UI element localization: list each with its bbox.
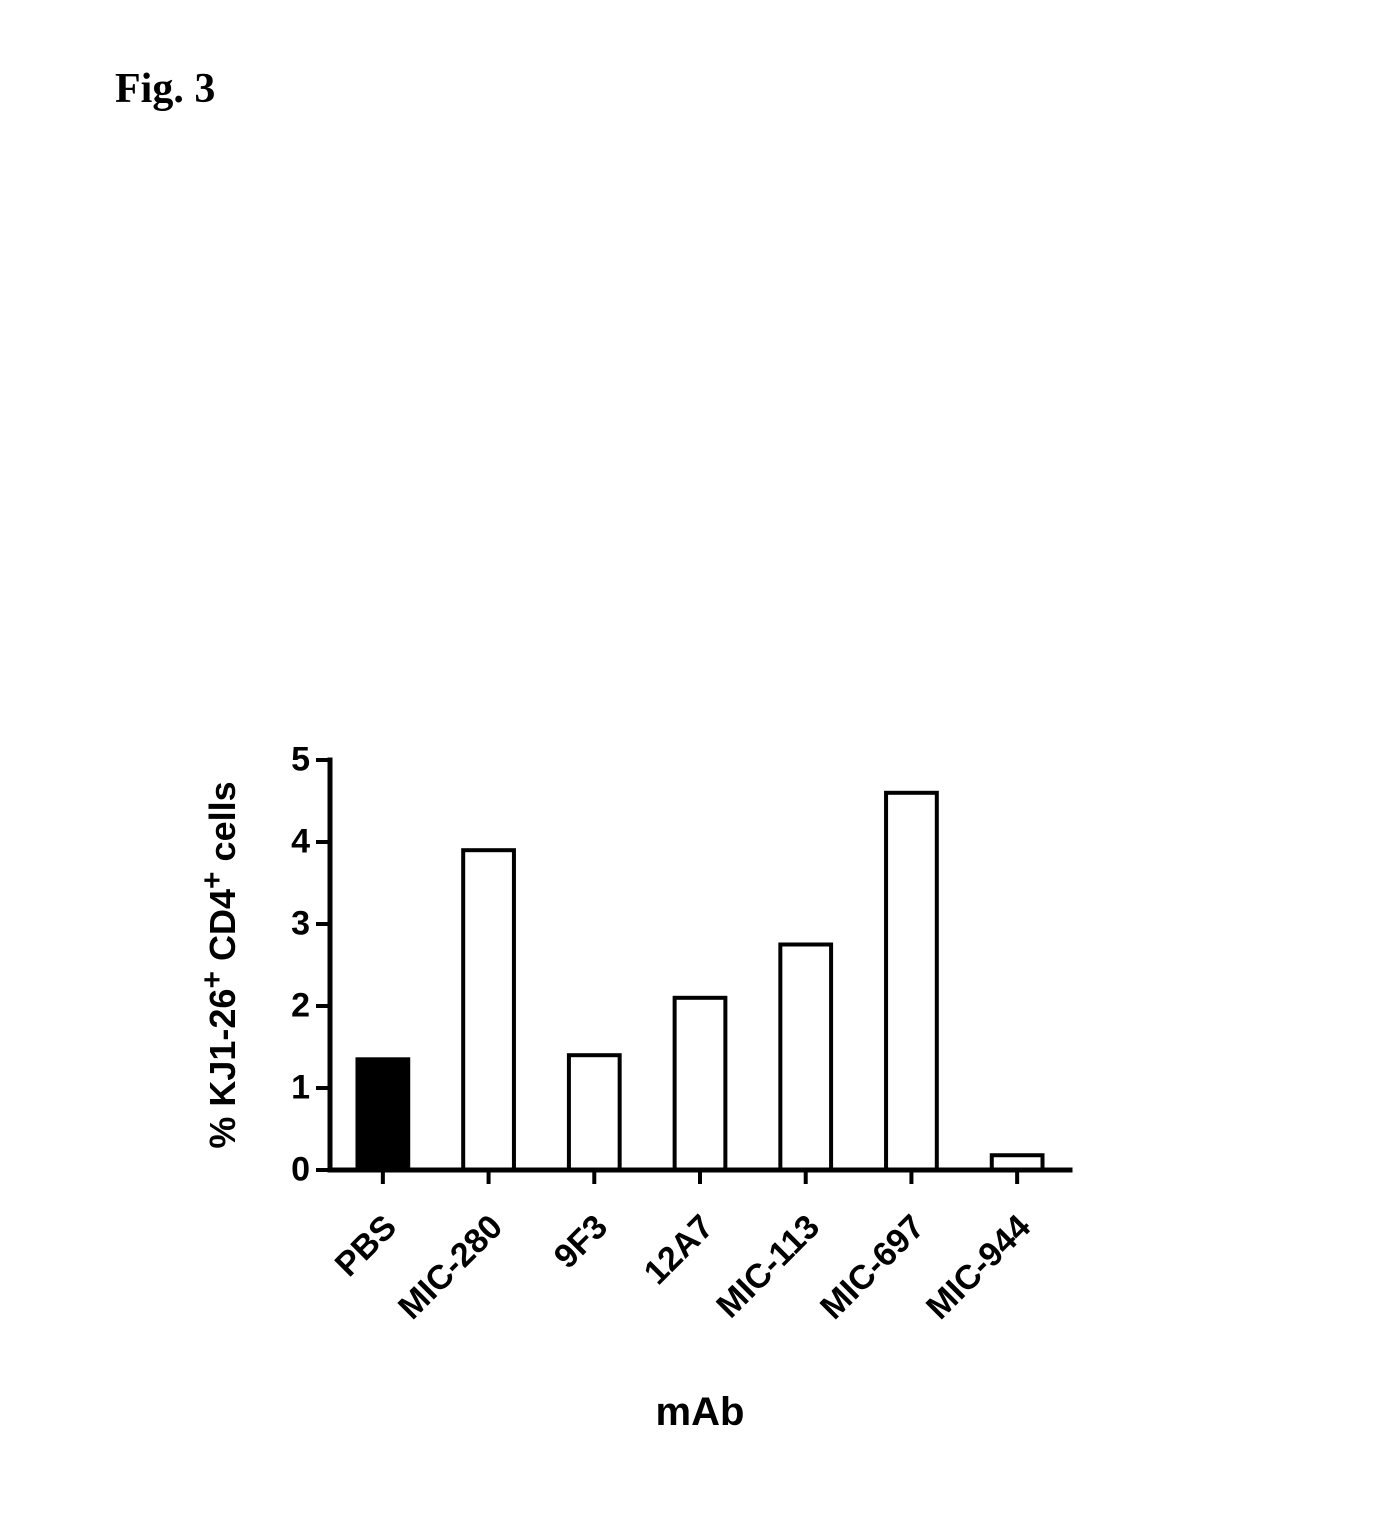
bar [886, 793, 937, 1170]
figure-label: Fig. 3 [115, 65, 215, 113]
y-tick-label: 0 [291, 1151, 310, 1190]
y-axis-title-sup1: + [196, 971, 229, 989]
y-axis-title-part3: cells [202, 781, 243, 871]
y-tick-label: 1 [291, 1069, 310, 1108]
bar [357, 1059, 408, 1170]
y-axis-title: % KJ1-26+ CD4+ cells [196, 781, 244, 1148]
y-tick-label: 5 [291, 741, 310, 780]
chart-svg [130, 740, 1090, 1470]
y-axis-title-part2: CD4 [202, 889, 243, 971]
bar [675, 998, 726, 1170]
y-tick-label: 3 [291, 905, 310, 944]
bar [463, 850, 514, 1170]
bar [569, 1055, 620, 1170]
y-axis-title-part1: % KJ1-26 [202, 989, 243, 1149]
x-axis-title: mAb [656, 1390, 745, 1435]
bar [780, 945, 831, 1171]
y-axis-title-sup2: + [196, 871, 229, 889]
y-tick-label: 2 [291, 987, 310, 1026]
y-tick-label: 4 [291, 823, 310, 862]
bar-chart: % KJ1-26+ CD4+ cells mAb 012345PBSMIC-28… [130, 740, 1090, 1470]
